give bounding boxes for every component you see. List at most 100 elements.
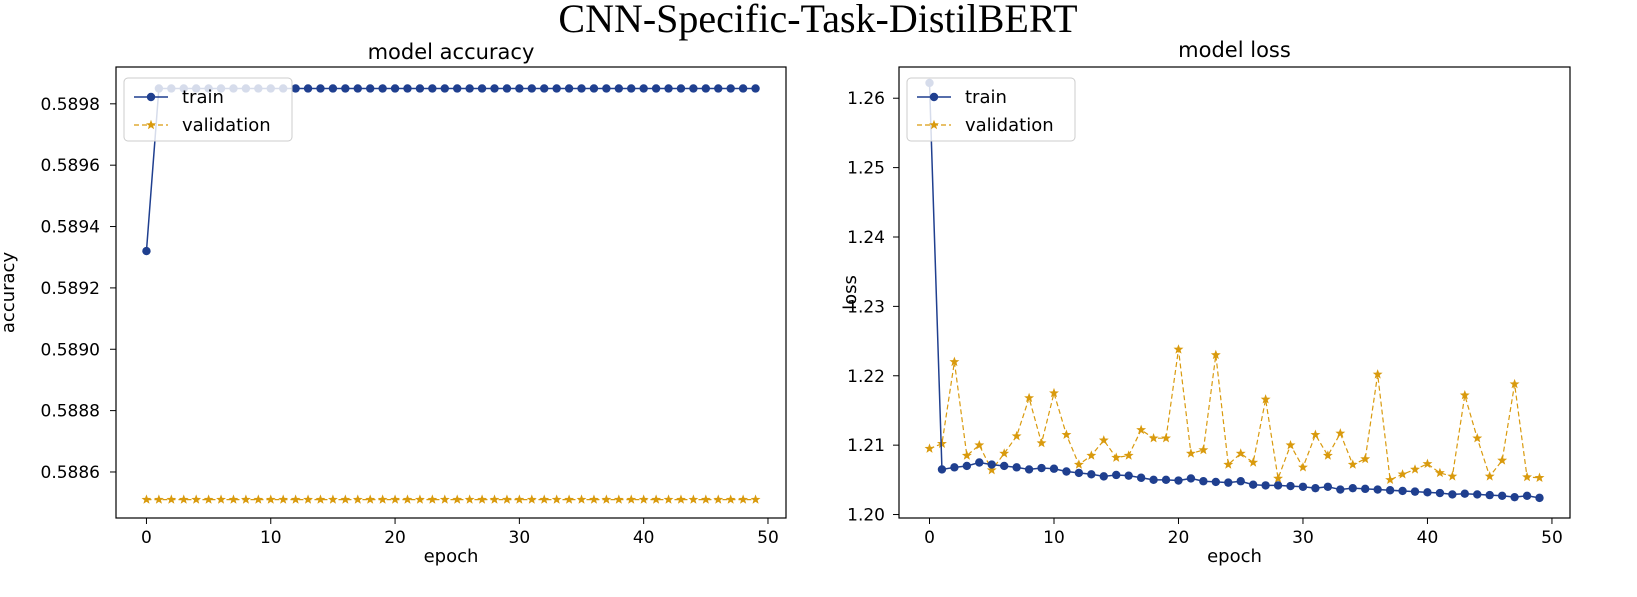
validation-point	[1260, 394, 1271, 404]
y-tick-label: 1.22	[847, 367, 885, 387]
validation-point	[1198, 444, 1209, 455]
validation-point	[1098, 435, 1109, 445]
y-tick-label: 1.24	[847, 228, 885, 248]
x-tick-label: 10	[1043, 528, 1065, 548]
legend-validation-marker	[146, 119, 156, 130]
validation-point	[178, 494, 189, 504]
train-point	[751, 84, 760, 93]
train-point	[540, 84, 549, 93]
x-tick-label: 0	[141, 528, 152, 548]
train-point	[589, 84, 599, 93]
validation-point	[216, 494, 226, 504]
validation-point	[1123, 450, 1134, 460]
validation-point	[1011, 430, 1022, 441]
train-point	[1323, 482, 1333, 491]
train-point	[726, 84, 735, 93]
validation-point	[402, 494, 413, 504]
validation-point	[278, 494, 289, 504]
validation-point	[340, 494, 351, 504]
y-tick-label: 1.23	[847, 297, 885, 317]
train-point	[1448, 490, 1457, 499]
train-point	[390, 84, 400, 93]
validation-point	[414, 494, 425, 504]
train-point	[1199, 477, 1208, 486]
validation-point	[961, 450, 972, 460]
x-tick-label: 20	[1168, 528, 1190, 548]
train-point	[1298, 482, 1308, 491]
validation-point	[1534, 472, 1545, 482]
train-point	[1186, 474, 1196, 483]
train-point	[316, 84, 325, 93]
train-point	[1348, 483, 1357, 493]
y-tick-label: 1.20	[847, 506, 885, 526]
train-point	[738, 84, 748, 93]
train-point	[1062, 467, 1071, 476]
validation-point	[141, 494, 152, 504]
validation-point	[1434, 467, 1445, 478]
validation-point	[1148, 433, 1159, 443]
train-point	[1385, 486, 1395, 495]
train-point	[614, 84, 624, 93]
validation-point	[1248, 457, 1259, 467]
validation-point	[315, 494, 326, 504]
validation-point	[327, 494, 338, 504]
x-tick-label: 10	[260, 528, 282, 548]
validation-point	[452, 494, 463, 504]
x-axis-label: epoch	[1207, 546, 1262, 567]
train-point	[1224, 478, 1233, 487]
validation-point	[253, 494, 264, 504]
train-point	[999, 461, 1009, 471]
validation-point	[700, 494, 711, 504]
train-point	[515, 84, 524, 93]
figure-title: CNN-Specific-Task-DistilBERT	[558, 0, 1077, 41]
legend-train-marker	[146, 92, 156, 102]
validation-point	[1173, 344, 1184, 354]
train-point	[1024, 465, 1034, 474]
validation-point	[924, 443, 935, 453]
legend-validation-label: validation	[182, 115, 271, 136]
train-point	[453, 84, 462, 93]
train-point	[1423, 488, 1432, 497]
validation-point	[1397, 469, 1408, 479]
train-point	[465, 84, 474, 93]
train-point	[1336, 485, 1345, 494]
validation-point	[439, 494, 450, 504]
validation-point	[725, 494, 736, 504]
train-point	[341, 84, 350, 93]
validation-point	[1024, 392, 1035, 403]
validation-point	[1322, 450, 1333, 460]
validation-point	[1335, 428, 1346, 438]
y-tick-label: 1.21	[847, 436, 885, 456]
validation-point	[501, 494, 512, 504]
validation-point	[166, 494, 177, 504]
validation-point	[265, 494, 276, 504]
train-point	[328, 84, 338, 93]
validation-point	[489, 494, 500, 504]
train-point	[1161, 475, 1171, 485]
train-point	[1136, 473, 1146, 482]
validation-point	[1136, 424, 1147, 435]
y-tick-label: 0.5888	[41, 402, 100, 422]
validation-point	[601, 494, 612, 504]
y-tick-label: 0.5890	[41, 340, 100, 360]
chart-title: model accuracy	[368, 40, 535, 64]
x-axis-label: epoch	[424, 546, 479, 567]
train-point	[1497, 491, 1507, 500]
validation-point	[1472, 433, 1483, 443]
validation-point	[1385, 474, 1396, 485]
train-point	[689, 84, 698, 93]
validation-point	[203, 494, 214, 504]
validation-point	[738, 494, 749, 504]
train-point	[602, 84, 611, 93]
train-point	[1398, 486, 1407, 496]
x-tick-label: 0	[924, 528, 935, 548]
x-tick-label: 40	[633, 528, 655, 548]
validation-point	[1185, 448, 1196, 458]
validation-point	[750, 494, 761, 504]
validation-point	[1509, 378, 1520, 389]
train-point	[1248, 480, 1258, 489]
train-point	[1012, 463, 1021, 472]
validation-point	[937, 438, 947, 448]
train-point	[1311, 483, 1320, 493]
train-point	[962, 461, 972, 471]
